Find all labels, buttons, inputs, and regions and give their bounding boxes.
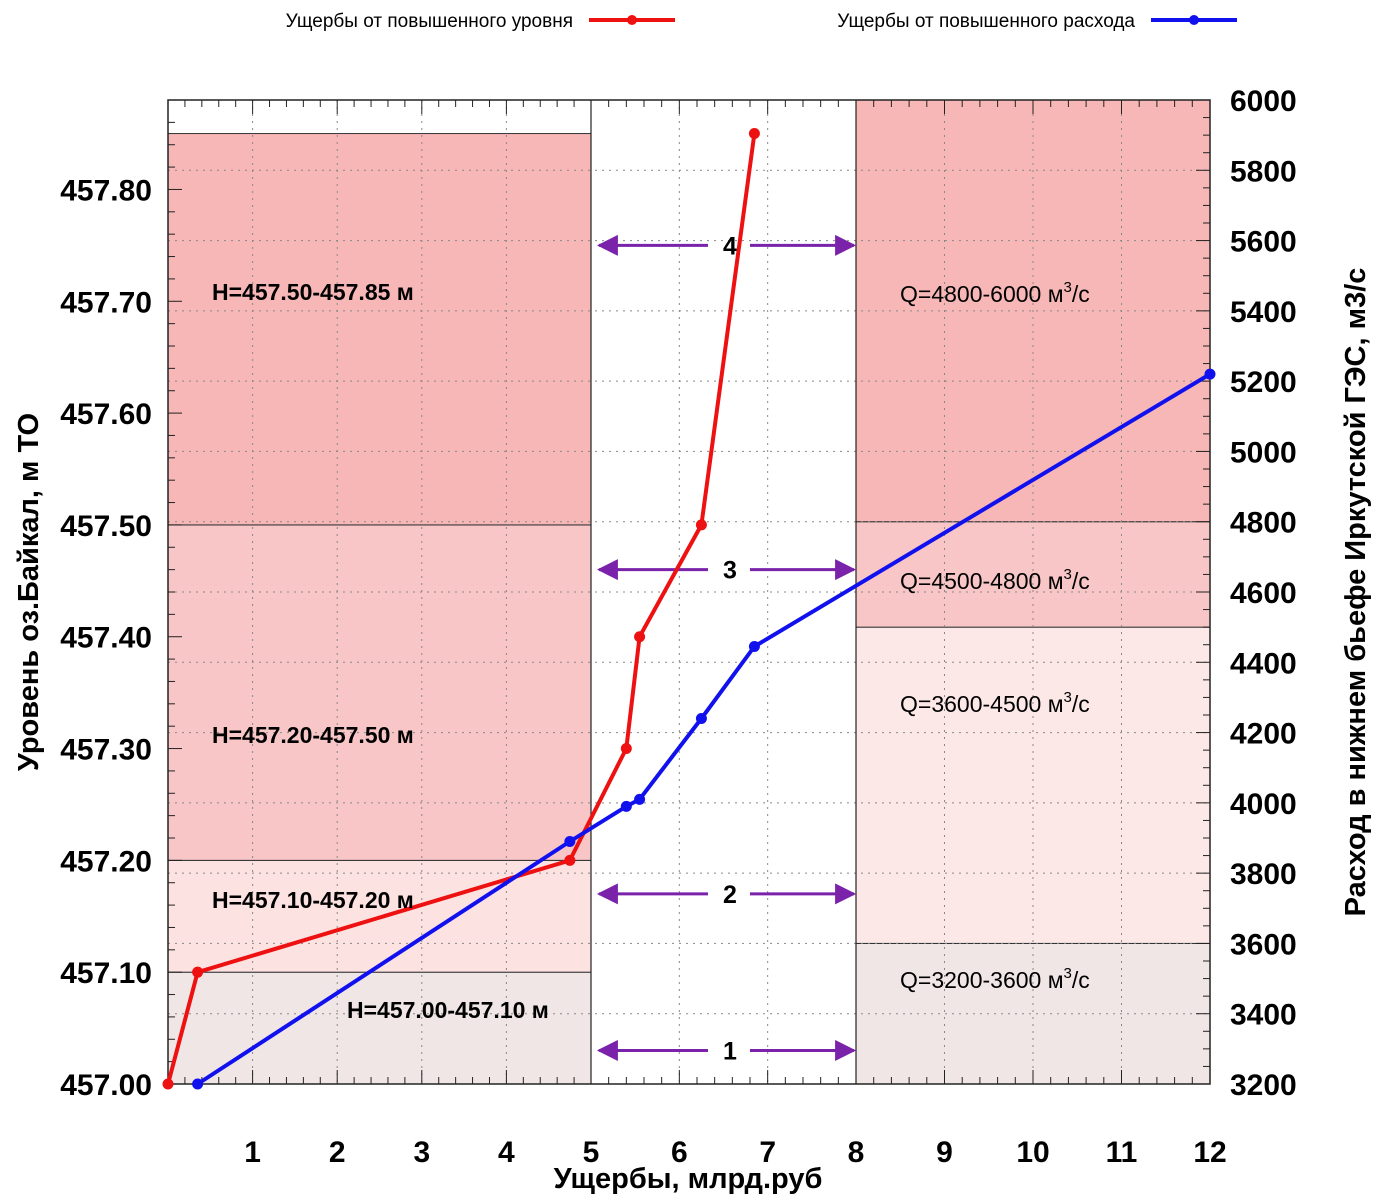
flow-zone-text: Q=4800-6000 м [900,281,1064,307]
y-right-axis-title: Расход в нижнем бьефе Иркутской ГЭС, м3/… [1340,268,1372,917]
y-right-tick-label: 5600 [1230,226,1297,259]
x-tick-label: 1 [244,1136,261,1169]
x-tick-label: 12 [1193,1136,1226,1169]
y-left-tick-label: 457.10 [60,957,152,990]
y-right-tick-label: 5000 [1230,436,1297,469]
flow-zone-label-3: Q=4500-4800 м3/с [900,566,1090,594]
x-tick-label: 8 [848,1136,865,1169]
series-2-point [564,836,576,848]
series-1-point [192,966,204,978]
flow-zone-sup: 3 [1064,965,1072,982]
y-right-tick-label: 5400 [1230,296,1297,329]
flow-zone-text: Q=3600-4500 м [900,691,1064,717]
y-left-tick-label: 457.20 [60,845,152,878]
series-2-point [695,713,707,725]
y-right-tick-label: 5800 [1230,155,1297,188]
x-tick-label: 3 [413,1136,430,1169]
y-right-tick-label: 4200 [1230,718,1297,751]
ticks-layer: 457.00 457.10 457.20 457.30 457.40 457.50 457.… [60,85,1297,1169]
series-1-point [634,631,646,643]
y-right-tick-label: 3800 [1230,858,1297,891]
x-tick-label: 11 [1106,1136,1138,1169]
x-tick-label: 9 [936,1136,953,1169]
legend: Ущербы от повышенного уровня Ущербы от по… [286,11,1237,32]
y-left-tick-label: 457.40 [60,622,152,655]
y-right-tick-label: 5200 [1230,366,1297,399]
x-tick-label: 7 [759,1136,776,1169]
flow-zone-sup: 3 [1064,566,1072,583]
level-zone-4 [167,133,592,526]
y-right-tick-label: 3400 [1230,999,1297,1032]
series-1-point [564,854,576,866]
level-zone-label-3: H=457.20-457.50 м [212,722,414,748]
y-left-tick-label: 457.30 [60,734,152,767]
flow-zone-unit: /с [1072,967,1090,993]
flow-zone-text: Q=3200-3600 м [900,967,1064,993]
series-2-point [192,1078,204,1090]
legend-label-1: Ущербы от повышенного уровня [286,11,573,32]
y-left-tick-label: 457.50 [60,510,152,543]
level-zone-label-4: H=457.50-457.85 м [212,279,414,305]
flow-zone-unit: /с [1072,281,1090,307]
flow-zone-label-1: Q=3200-3600 м3/с [900,965,1090,993]
x-tick-label: 5 [583,1136,600,1169]
flow-zone-sup: 3 [1064,689,1072,706]
arrows-layer: 1 2 3 4 [596,232,857,1065]
series-2-point [620,800,632,812]
series-1-point [620,743,632,755]
x-axis-title: Ущербы, млрд.руб [554,1163,823,1195]
y-left-tick-label: 457.60 [60,398,152,431]
y-right-tick-label: 4400 [1230,647,1297,680]
series-1-point [162,1078,174,1090]
series-1-point [695,519,707,531]
series-2-point [634,793,646,805]
zones-layer [167,99,1211,1085]
level-zone-1 [167,971,592,1085]
arrow-number-2: 2 [723,881,737,909]
y-right-tick-label: 4000 [1230,788,1297,821]
arrow-number-3: 3 [723,557,737,585]
flow-zone-3 [855,521,1211,628]
flow-zone-unit: /с [1072,568,1090,594]
y-right-tick-label: 4600 [1230,577,1297,610]
y-left-tick-label: 457.70 [60,286,152,319]
flow-zone-label-2: Q=3600-4500 м3/с [900,689,1090,717]
level-zone-label-2: H=457.10-457.20 м [212,887,414,913]
x-tick-label: 10 [1016,1136,1049,1169]
labels-layer: H=457.00-457.10 м H=457.10-457.20 м H=457.… [212,279,1090,1023]
level-zone-3 [167,524,592,861]
y-right-tick-label: 4800 [1230,507,1297,540]
x-tick-label: 2 [329,1136,346,1169]
legend-marker-1 [627,15,637,25]
y-left-axis-title: Уровень оз.Байкал, м ТО [13,413,45,771]
flow-zone-2 [855,626,1211,944]
series-1-point [748,128,760,140]
series-2-point [748,640,760,652]
flow-zone-label-4: Q=4800-6000 м3/с [900,279,1090,307]
flow-zone-unit: /с [1072,691,1090,717]
y-left-tick-label: 457.80 [60,174,152,207]
series-2-point [1204,368,1216,380]
arrow-number-4: 4 [723,232,737,260]
x-tick-label: 4 [498,1136,515,1169]
y-right-tick-label: 3600 [1230,928,1297,961]
series-layer [162,128,1216,1090]
x-tick-label: 6 [671,1136,688,1169]
level-zone-label-1: H=457.00-457.10 м [347,997,549,1023]
legend-marker-2 [1189,15,1199,25]
y-right-tick-label: 6000 [1230,85,1297,118]
y-right-tick-label: 3200 [1230,1069,1297,1102]
flow-zone-text: Q=4500-4800 м [900,568,1064,594]
legend-label-2: Ущербы от повышенного расхода [837,11,1135,32]
flow-zone-sup: 3 [1064,279,1072,296]
y-left-tick-label: 457.00 [60,1069,152,1102]
arrow-number-1: 1 [723,1037,737,1065]
